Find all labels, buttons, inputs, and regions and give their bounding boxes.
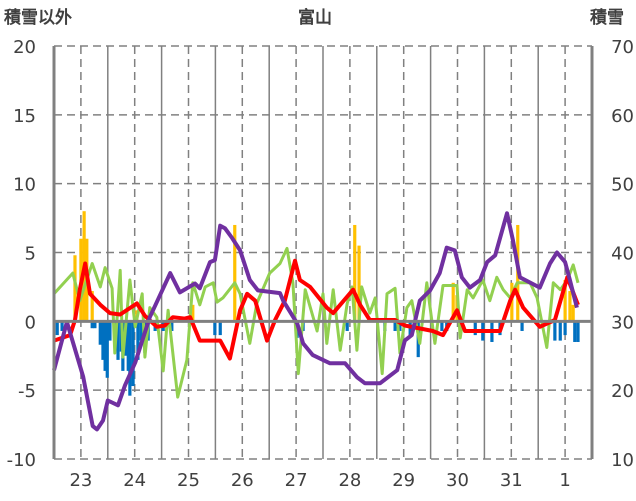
blue-bar bbox=[124, 321, 128, 356]
right-axis-label: 積雪 bbox=[590, 7, 624, 28]
left-tick-label: 10 bbox=[13, 175, 36, 196]
blue-bar bbox=[103, 321, 107, 371]
left-axis-label: 積雪以外 bbox=[4, 7, 72, 28]
blue-bar bbox=[93, 321, 97, 329]
grid bbox=[54, 45, 592, 460]
blue-bar bbox=[345, 321, 349, 331]
left-tick-label: 5 bbox=[25, 244, 36, 265]
blue-bar bbox=[55, 321, 59, 336]
axes bbox=[52, 46, 594, 459]
x-tick-label: 28 bbox=[338, 470, 361, 491]
left-tick-label: 15 bbox=[13, 106, 36, 127]
x-tick-label: 26 bbox=[231, 470, 254, 491]
blue-bar bbox=[558, 321, 562, 341]
orange-bar bbox=[568, 291, 572, 322]
x-tick-label: 30 bbox=[446, 470, 469, 491]
x-tick-label: 27 bbox=[285, 470, 308, 491]
lines bbox=[52, 211, 580, 432]
x-tick-label: 29 bbox=[392, 470, 415, 491]
right-tick-label: 40 bbox=[611, 244, 634, 265]
x-tick-label: 25 bbox=[177, 470, 200, 491]
blue-bar bbox=[98, 321, 102, 345]
blue-bar bbox=[553, 321, 557, 341]
x-tick-label: 23 bbox=[69, 470, 92, 491]
left-tick-label: -5 bbox=[18, 381, 36, 402]
blue-bar bbox=[218, 321, 222, 336]
blue-bar bbox=[101, 321, 105, 360]
x-tick-label: 24 bbox=[123, 470, 146, 491]
orange-bar bbox=[563, 280, 567, 322]
blue-bar bbox=[128, 321, 132, 396]
blue-bar bbox=[105, 321, 109, 378]
blue-bar bbox=[116, 321, 120, 360]
chart-title: 富山 bbox=[298, 7, 332, 28]
blue-bar bbox=[108, 321, 112, 341]
blue-bar bbox=[440, 321, 444, 331]
left-tick-label: 20 bbox=[13, 37, 36, 58]
blue-bar bbox=[393, 321, 397, 331]
blue-bar bbox=[139, 321, 143, 341]
left-tick-label: 0 bbox=[25, 312, 36, 333]
blue-bar bbox=[126, 321, 130, 371]
orange-bar bbox=[233, 224, 237, 322]
orange-bar bbox=[357, 245, 361, 322]
right-tick-label: 60 bbox=[611, 106, 634, 127]
orange-bar bbox=[451, 282, 455, 322]
orange-bar bbox=[571, 304, 575, 322]
right-tick-label: 10 bbox=[611, 450, 634, 471]
blue-bar bbox=[576, 321, 580, 342]
purple-line-snow-depth bbox=[52, 211, 579, 432]
blue-bar bbox=[131, 321, 135, 387]
right-tick-label: 70 bbox=[611, 37, 634, 58]
blue-bar bbox=[520, 321, 524, 331]
orange-bar bbox=[353, 224, 357, 322]
red-line bbox=[53, 258, 580, 361]
blue-bar bbox=[398, 321, 402, 331]
orange-bar bbox=[191, 304, 195, 322]
blue-bar bbox=[136, 321, 140, 360]
blue-bar bbox=[573, 321, 577, 342]
orange-bar bbox=[90, 291, 94, 322]
blue-bar bbox=[60, 321, 64, 331]
right-tick-label: 30 bbox=[611, 312, 634, 333]
right-tick-label: 20 bbox=[611, 381, 634, 402]
left-tick-label: -10 bbox=[7, 450, 36, 471]
orange-bar bbox=[73, 255, 77, 322]
blue-bar bbox=[563, 321, 567, 336]
x-tick-label: 31 bbox=[500, 470, 523, 491]
blue-bar bbox=[213, 321, 217, 336]
blue-bar bbox=[473, 321, 477, 336]
right-tick-label: 50 bbox=[611, 175, 634, 196]
blue-bar bbox=[170, 321, 174, 331]
blue-bar bbox=[90, 321, 94, 329]
x-tick-label: 1 bbox=[559, 470, 570, 491]
